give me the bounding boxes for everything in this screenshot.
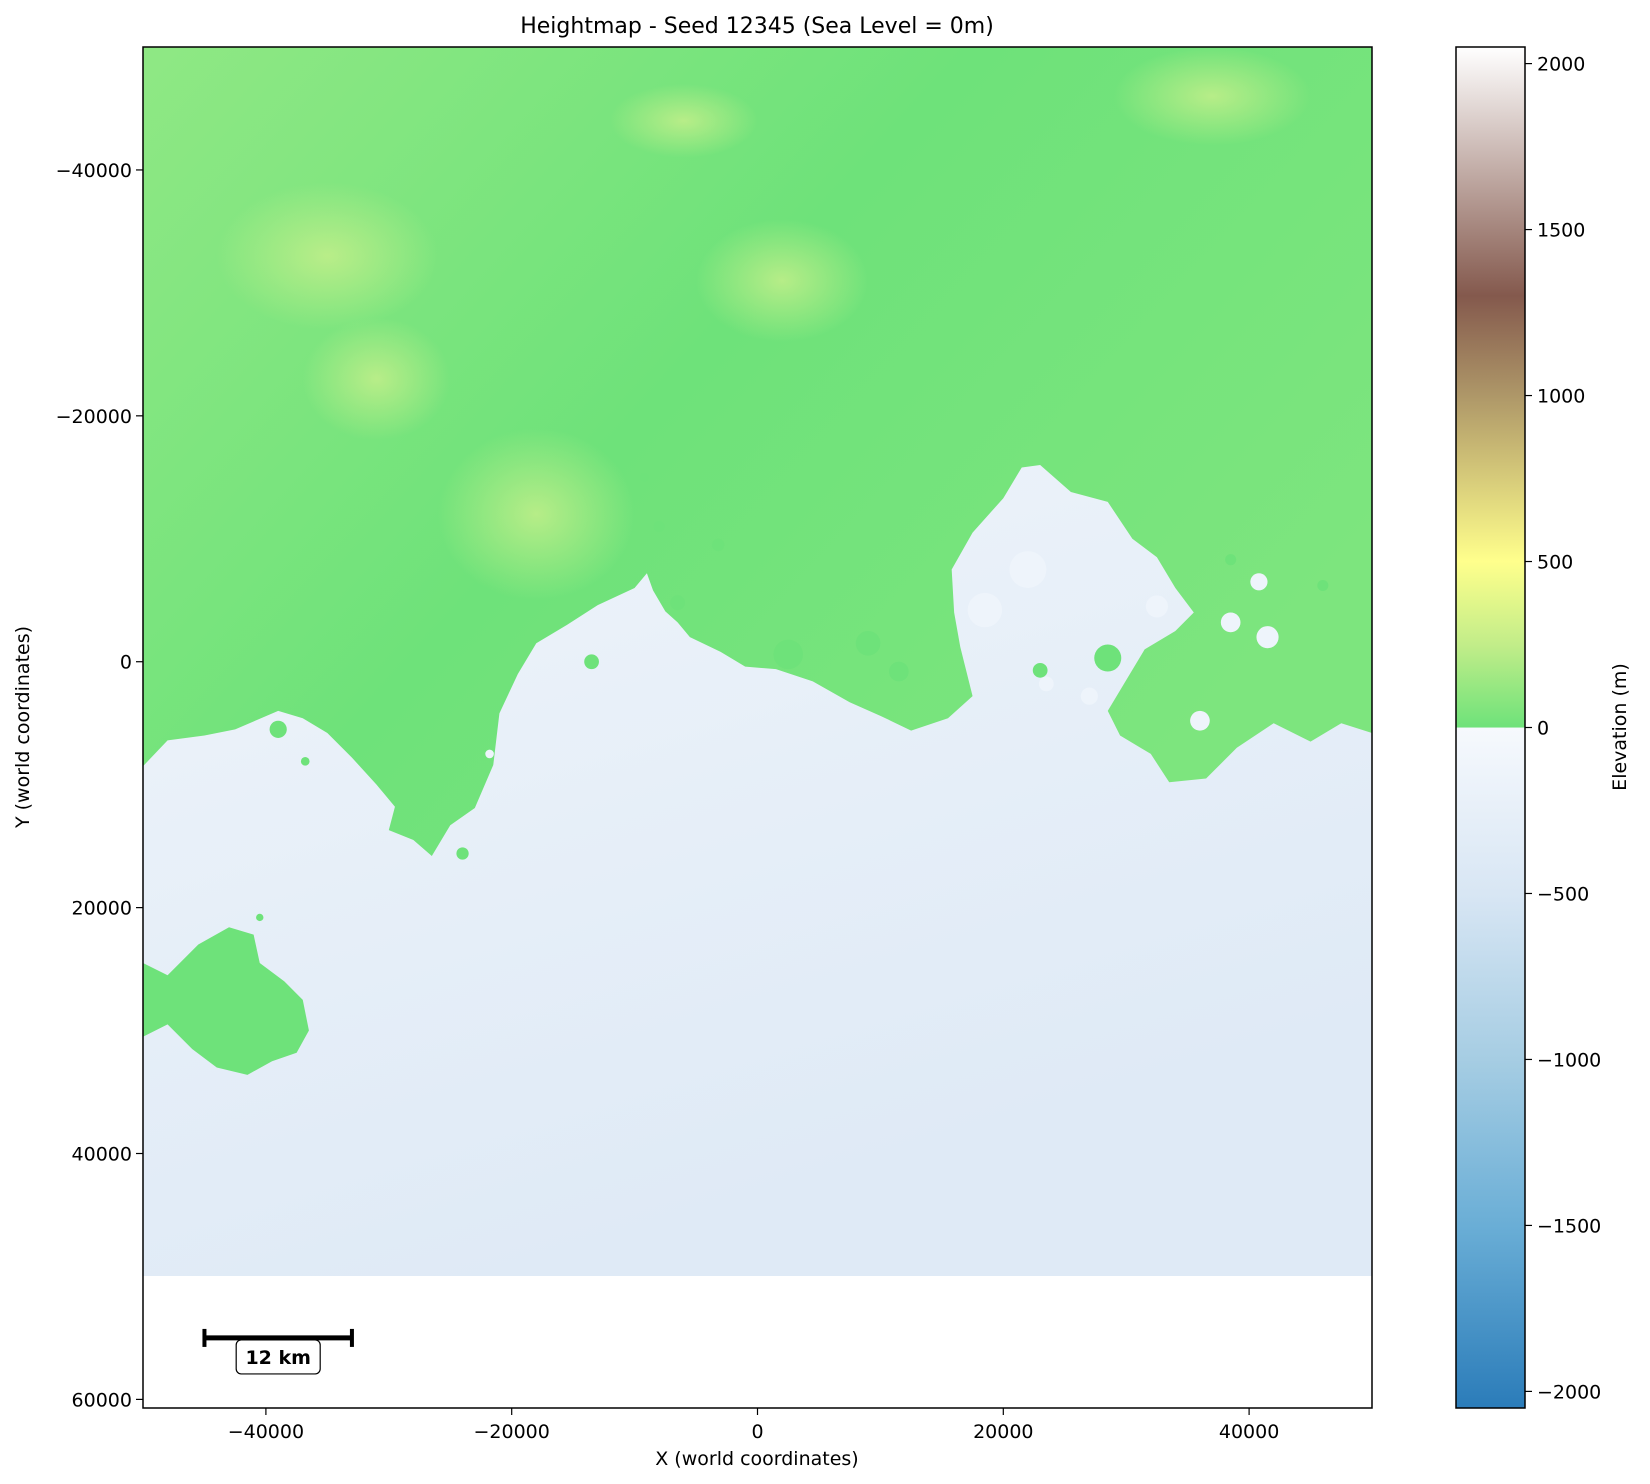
scale-bar-label-box xyxy=(235,1339,321,1375)
highland-6 xyxy=(610,83,758,158)
x-axis: −40000 −20000 0 20000 40000 xyxy=(228,1408,1279,1443)
land-patch-10 xyxy=(300,757,310,766)
inland-water-10 xyxy=(485,749,494,759)
land-patch-13 xyxy=(1225,554,1237,566)
inland-water-8 xyxy=(1038,676,1054,692)
land-patch-11 xyxy=(456,847,469,860)
land-patch-2 xyxy=(653,520,665,533)
land-patch-14 xyxy=(640,473,649,482)
land-patch-9 xyxy=(269,720,287,738)
colorbar-tick-label: 1500 xyxy=(1537,220,1585,242)
land-patch-7 xyxy=(1032,662,1048,678)
mainland xyxy=(143,47,1372,856)
colorbar-label: Elevation (m) xyxy=(1609,663,1631,791)
y-tick-label: −40000 xyxy=(56,160,132,182)
island-1 xyxy=(143,927,309,1075)
highland-1 xyxy=(216,182,438,330)
x-tick-label: 0 xyxy=(751,1421,763,1443)
land-patch-16 xyxy=(1317,579,1329,592)
y-tick-label: −20000 xyxy=(56,406,132,428)
colorbar-gradient xyxy=(1455,46,1526,1409)
land-patch-12 xyxy=(256,913,264,922)
colorbar: 2000 1500 1000 500 0 −500 −1000 −1500 −2000 Elev… xyxy=(1455,46,1631,1409)
colorbar-tick-label: −2000 xyxy=(1537,1381,1601,1403)
inland-water-5 xyxy=(1256,626,1279,649)
colorbar-tick-label: 2000 xyxy=(1537,54,1585,76)
x-axis-label: X (world coordinates) xyxy=(655,1448,858,1470)
highland-5 xyxy=(1113,47,1311,146)
colorbar-tick-label: −500 xyxy=(1537,883,1589,905)
x-tick-label: −20000 xyxy=(474,1421,550,1443)
inland-water-7 xyxy=(1190,710,1210,731)
colorbar-tick-label: −1500 xyxy=(1537,1215,1601,1237)
y-tick-label: 40000 xyxy=(72,1144,132,1166)
x-tick-label: −40000 xyxy=(228,1421,304,1443)
scale-bar-label: 12 km xyxy=(245,1347,311,1369)
highland-4 xyxy=(302,317,451,441)
colorbar-tick-label: 0 xyxy=(1537,718,1549,740)
scale-bar: 12 km xyxy=(202,1328,354,1375)
colorbar-tick-label: 500 xyxy=(1537,552,1573,574)
y-tick-label: 60000 xyxy=(72,1389,132,1411)
highland-3 xyxy=(696,219,869,343)
y-tick-label: 0 xyxy=(120,652,132,674)
plot-area xyxy=(143,47,1372,1276)
colorbar-tick-label: 1000 xyxy=(1537,386,1585,408)
land-patch-15 xyxy=(1094,644,1122,672)
inland-water-3 xyxy=(1145,595,1168,618)
inland-water-6 xyxy=(1080,687,1098,705)
land-patch-6 xyxy=(889,661,909,682)
land-patch-1 xyxy=(670,595,685,611)
chart-title: Heightmap - Seed 12345 (Sea Level = 0m) xyxy=(520,14,994,39)
land-patch-4 xyxy=(773,639,803,670)
x-tick-label: 40000 xyxy=(1219,1421,1279,1443)
inland-water-1 xyxy=(967,592,1003,628)
y-axis: −40000 −20000 0 20000 40000 60000 xyxy=(56,160,143,1411)
inland-water-9 xyxy=(1250,573,1268,591)
x-tick-label: 20000 xyxy=(973,1421,1033,1443)
land-patch-3 xyxy=(712,538,725,552)
y-tick-label: 20000 xyxy=(72,898,132,920)
highland-2 xyxy=(437,428,635,601)
inland-water-4 xyxy=(1220,612,1241,633)
land-patch-8 xyxy=(584,654,599,670)
inland-water-2 xyxy=(1009,551,1047,588)
colorbar-tick-label: −1000 xyxy=(1537,1049,1601,1071)
land-patch-5 xyxy=(855,630,881,656)
y-axis-label: Y (world coordinates) xyxy=(12,626,34,829)
